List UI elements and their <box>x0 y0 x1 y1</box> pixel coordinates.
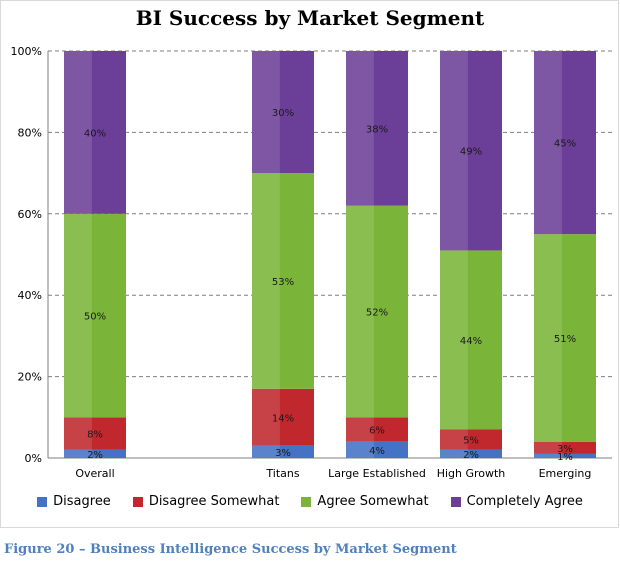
data-label: 3% <box>557 444 573 455</box>
tick-labels: 0% 20% 40% 60% 80% 100% Overall Titans Large Est… <box>11 45 592 480</box>
y-tick-label: 0% <box>25 452 42 465</box>
bar-highlight <box>252 173 280 389</box>
y-tick-label: 40% <box>18 289 42 302</box>
data-label: 45% <box>554 139 576 150</box>
y-tick-label: 20% <box>18 371 42 384</box>
data-label: 50% <box>84 312 106 323</box>
legend-item-disagree: Disagree <box>37 494 111 509</box>
bar-highlight <box>534 234 562 442</box>
legend-item-disagree-somewhat: Disagree Somewhat <box>132 494 280 509</box>
data-label: 8% <box>87 430 103 441</box>
data-label: 5% <box>463 436 479 447</box>
legend-label: Disagree <box>53 494 111 509</box>
bar-segment <box>534 441 596 454</box>
legend-swatch <box>301 496 312 507</box>
bar-highlight <box>64 417 92 450</box>
legend-swatch <box>37 496 48 507</box>
bar-highlight <box>346 205 374 418</box>
bar-highlight <box>252 445 280 458</box>
x-tick-label: Titans <box>265 467 299 480</box>
x-tick-label: Large Established <box>328 467 426 480</box>
bar-highlight <box>64 51 92 214</box>
y-tick-label: 80% <box>18 126 42 139</box>
data-label: 51% <box>554 334 576 345</box>
data-label: 38% <box>366 124 388 135</box>
bar-segment <box>534 51 596 235</box>
data-label: 2% <box>463 450 479 461</box>
y-tick-label: 100% <box>11 45 42 58</box>
chart-title: BI Success by Market Segment <box>135 6 485 30</box>
data-label: 44% <box>460 336 482 347</box>
bar-highlight <box>440 449 468 458</box>
bar-segment <box>252 445 314 458</box>
bar-segment <box>64 417 126 450</box>
data-label: 40% <box>84 128 106 139</box>
legend-item-agree-somewhat: Agree Somewhat <box>301 494 429 509</box>
figure-caption: Figure 20 – Business Intelligence Succes… <box>4 542 457 557</box>
bar-segment <box>252 388 314 446</box>
bar-segment <box>64 213 126 418</box>
bar-segment <box>64 51 126 214</box>
legend-item-completely-agree: Completely Agree <box>450 494 583 509</box>
legend-label: Completely Agree <box>466 494 583 509</box>
bar-highlight <box>346 417 374 442</box>
data-label: 2% <box>87 450 103 461</box>
bar-segment <box>346 51 408 206</box>
bar-segment <box>534 234 596 442</box>
y-tick-label: 60% <box>18 208 42 221</box>
bar-highlight <box>64 449 92 458</box>
data-label: 53% <box>272 277 294 288</box>
gridlines <box>48 50 612 378</box>
bar-highlight <box>440 250 468 430</box>
data-label: 49% <box>460 147 482 158</box>
legend-label: Agree Somewhat <box>317 494 429 509</box>
bar-segment <box>346 205 408 418</box>
bar-highlight <box>252 51 280 174</box>
bar-highlight <box>440 51 468 251</box>
bar-highlight <box>534 453 562 458</box>
legend-swatch <box>132 496 143 507</box>
legend-swatch <box>450 496 461 507</box>
bar-segment <box>440 429 502 450</box>
legend: Disagree Disagree Somewhat Agree Somewha… <box>0 494 620 509</box>
bar-segment <box>64 449 126 458</box>
bar-highlight <box>64 213 92 418</box>
bar-segment <box>346 441 408 458</box>
bar-segment <box>440 250 502 430</box>
bar-segment <box>252 51 314 174</box>
legend-label: Disagree Somewhat <box>148 494 280 509</box>
data-label: 4% <box>369 446 385 457</box>
bars <box>64 51 596 458</box>
data-label: 14% <box>272 413 294 424</box>
axes <box>47 51 612 459</box>
bar-segment <box>534 453 596 458</box>
bar-highlight <box>252 388 280 446</box>
bar-highlight <box>346 51 374 206</box>
data-labels: 2% 8% 50% 40% 3% 14% 53% 30% 4% 6% 52% 38% 2% 5% 44% 49… <box>84 108 576 463</box>
data-label: 1% <box>557 452 573 463</box>
bar-highlight <box>534 441 562 454</box>
bar-segment <box>440 51 502 251</box>
x-tick-label: Overall <box>75 467 114 480</box>
x-tick-label: High Growth <box>437 467 506 480</box>
stacked-bar-chart: 2% 8% 50% 40% 3% 14% 53% 30% 4% 6% 52% 38% 2% 5% 44% 49… <box>11 45 612 480</box>
bar-segment <box>252 173 314 389</box>
bar-highlight <box>534 51 562 235</box>
bar-segment <box>346 417 408 442</box>
x-tick-label: Emerging <box>539 467 592 480</box>
data-label: 3% <box>275 448 291 459</box>
data-label: 6% <box>369 426 385 437</box>
bar-highlight <box>346 441 374 458</box>
data-label: 30% <box>272 108 294 119</box>
bar-segment <box>440 449 502 458</box>
data-label: 52% <box>366 307 388 318</box>
bar-highlight <box>440 429 468 450</box>
